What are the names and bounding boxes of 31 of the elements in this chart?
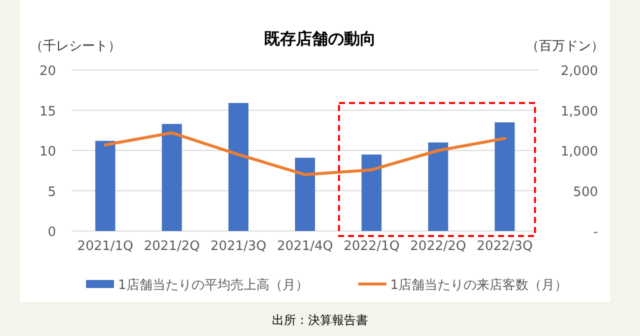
y-tick-label: 10 — [39, 144, 56, 160]
bar — [95, 140, 116, 231]
legend-label: 1店舗当たりの平均売上高（月） — [118, 277, 308, 293]
y2-tick-label: 1,000 — [560, 144, 598, 160]
y-axis-title: （千レシート） — [30, 39, 121, 54]
bar — [228, 103, 248, 231]
x-tick-label: 2022/3Q — [476, 239, 533, 254]
bar — [162, 124, 182, 231]
line-series — [104, 131, 506, 176]
chart-title: 既存店舗の動向 — [264, 29, 376, 48]
x-tick-label: 2022/1Q — [344, 239, 400, 254]
bar — [428, 142, 448, 231]
x-tick-label: 2022/2Q — [410, 239, 466, 254]
y2-axis-title: （百万ドン） — [526, 39, 604, 54]
legend-label: 1店舗当たりの来店客数（月） — [390, 277, 568, 293]
bar — [362, 154, 382, 231]
y2-tick-label: - — [593, 225, 598, 240]
y-tick-label: 5 — [48, 184, 56, 200]
x-tick-label: 2021/2Q — [144, 239, 200, 254]
y-tick-label: 20 — [39, 64, 56, 79]
y-tick-label: 0 — [48, 225, 56, 240]
x-tick-label: 2021/3Q — [210, 239, 266, 254]
text: 出所：決算報告書 — [272, 313, 368, 327]
y2-tick-label: 500 — [573, 184, 598, 200]
y2-tick-label: 1,500 — [560, 104, 598, 120]
y2-tick-label: 2,000 — [560, 64, 598, 79]
y-tick-label: 15 — [39, 104, 56, 120]
x-tick-label: 2021/1Q — [77, 239, 134, 254]
bar — [295, 158, 315, 231]
x-tick-label: 2021/4Q — [277, 239, 333, 254]
bar — [494, 122, 515, 231]
